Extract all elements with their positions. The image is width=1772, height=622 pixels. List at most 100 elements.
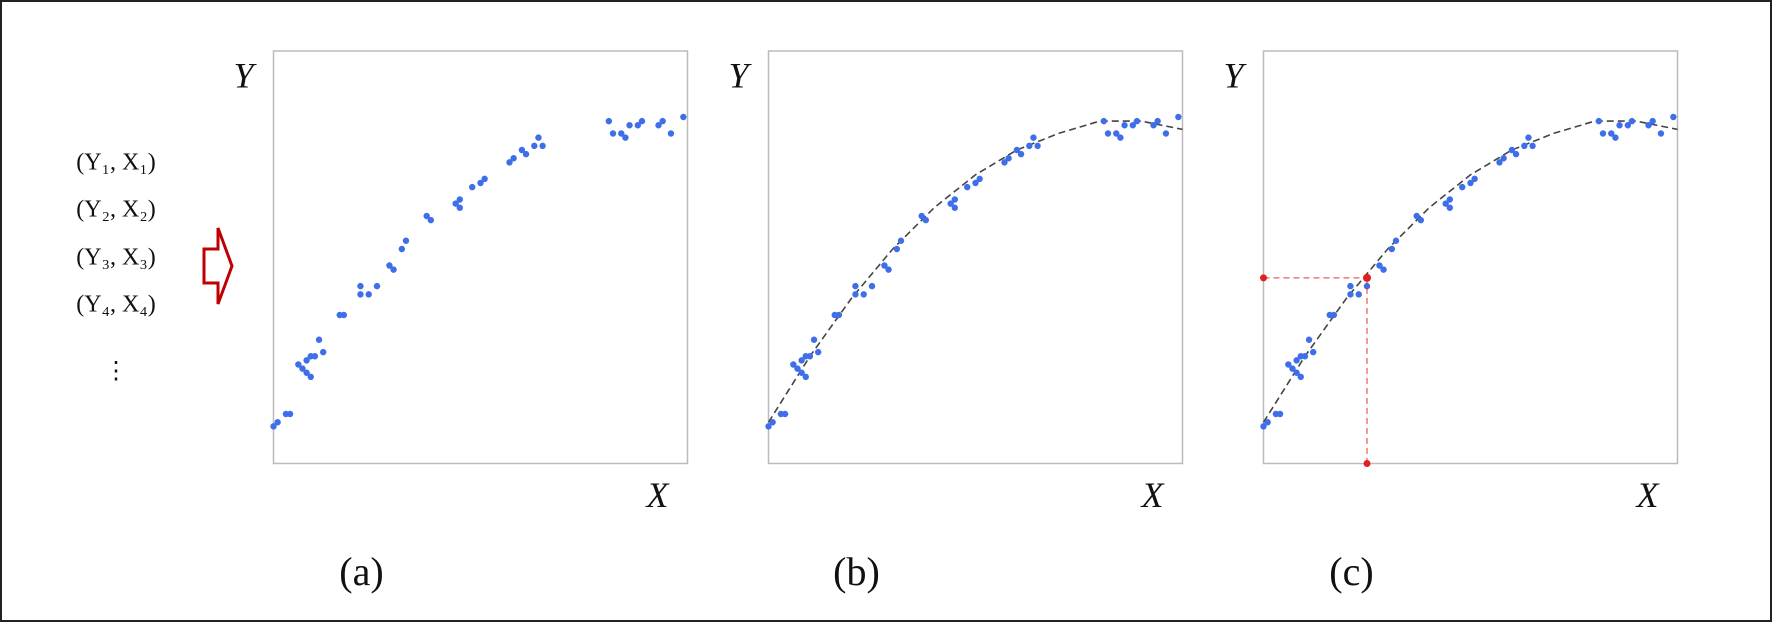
data-point <box>893 245 901 253</box>
data-point <box>1030 134 1037 141</box>
data-point <box>456 196 463 203</box>
data-point <box>1154 117 1161 125</box>
data-point <box>357 291 364 298</box>
data-point <box>918 212 925 220</box>
data-point <box>452 200 459 207</box>
data-point <box>922 216 930 224</box>
data-point <box>1496 159 1503 166</box>
data-point <box>469 183 476 191</box>
data-point <box>535 134 542 141</box>
data-point <box>1026 142 1033 150</box>
data-point <box>1013 146 1021 154</box>
data-point <box>1285 361 1292 368</box>
data-point <box>659 117 666 125</box>
arrow <box>202 227 234 305</box>
data-point <box>798 369 805 376</box>
data-point <box>626 122 633 129</box>
plot-frame <box>272 50 689 465</box>
data-point <box>1417 216 1425 224</box>
x-axis-label: X <box>1635 475 1661 515</box>
pair-label: (Y₃, X₃) <box>76 245 155 271</box>
data-point <box>1380 266 1387 273</box>
data-point <box>1645 122 1652 129</box>
data-point <box>622 134 629 141</box>
data-point <box>427 216 435 224</box>
data-point <box>806 353 814 360</box>
data-point <box>1500 155 1507 162</box>
data-point <box>609 130 617 137</box>
data-point <box>976 175 983 183</box>
data-point <box>1293 357 1300 364</box>
data-point <box>947 200 954 207</box>
data-point <box>295 361 302 368</box>
data-point <box>1264 419 1271 426</box>
panel-label: (b) <box>833 549 880 594</box>
data-point <box>506 159 513 166</box>
data-point <box>638 117 646 125</box>
data-point <box>373 282 381 290</box>
data-point <box>1525 134 1532 141</box>
data-point <box>881 262 888 269</box>
query-point <box>1363 273 1371 282</box>
data-point <box>814 348 822 356</box>
data-point <box>1529 142 1536 150</box>
data-point <box>423 212 430 220</box>
data-point <box>1363 282 1371 290</box>
data-point <box>319 348 327 356</box>
data-point <box>1599 130 1607 137</box>
x-axis-label: X <box>645 475 671 515</box>
data-point <box>1005 155 1012 162</box>
data-point <box>1670 113 1677 121</box>
data-point <box>1113 130 1120 137</box>
panel-label: (c) <box>1329 549 1373 594</box>
data-point <box>868 282 876 290</box>
x-axis-label: X <box>1140 475 1166 515</box>
data-point <box>618 130 625 137</box>
data-point <box>303 357 310 364</box>
data-point <box>885 266 892 273</box>
data-point <box>307 373 314 381</box>
data-point <box>1121 122 1128 129</box>
data-point <box>897 237 905 244</box>
data-point <box>1150 122 1157 129</box>
data-point <box>1608 130 1615 137</box>
plot-frame <box>767 50 1184 465</box>
data-point <box>794 365 801 372</box>
data-point <box>1446 196 1454 203</box>
data-point <box>1446 204 1454 211</box>
y-axis-label: Y <box>1223 55 1247 95</box>
data-point <box>1301 353 1309 360</box>
data-point <box>286 410 294 418</box>
data-point <box>1616 122 1623 129</box>
data-point <box>1376 262 1383 269</box>
data-point <box>1512 150 1520 158</box>
data-point <box>1276 410 1284 418</box>
pair-label: (Y₁, X₁) <box>76 150 155 176</box>
data-point <box>802 373 809 381</box>
data-point <box>270 423 277 430</box>
data-point <box>1260 423 1267 430</box>
pair-label: (Y₄, X₄) <box>76 292 155 318</box>
y-axis-label: Y <box>728 55 752 95</box>
data-point <box>951 204 958 211</box>
data-point <box>1133 117 1141 125</box>
data-point <box>1289 365 1296 372</box>
data-point <box>303 369 310 376</box>
data-point <box>1442 200 1449 207</box>
data-point <box>274 419 281 426</box>
data-point <box>531 142 538 150</box>
data-point <box>1034 142 1041 150</box>
data-point <box>1595 117 1603 125</box>
data-point <box>951 196 958 203</box>
data-point <box>1413 212 1420 220</box>
data-point <box>1508 146 1516 154</box>
data-point <box>964 183 971 191</box>
data-point <box>402 237 410 244</box>
axis-marker <box>1260 274 1267 282</box>
data-point <box>1392 237 1400 244</box>
data-point <box>1309 348 1317 356</box>
y-axis-label: Y <box>233 55 257 95</box>
data-point <box>1649 117 1656 125</box>
data-point <box>1628 117 1636 125</box>
